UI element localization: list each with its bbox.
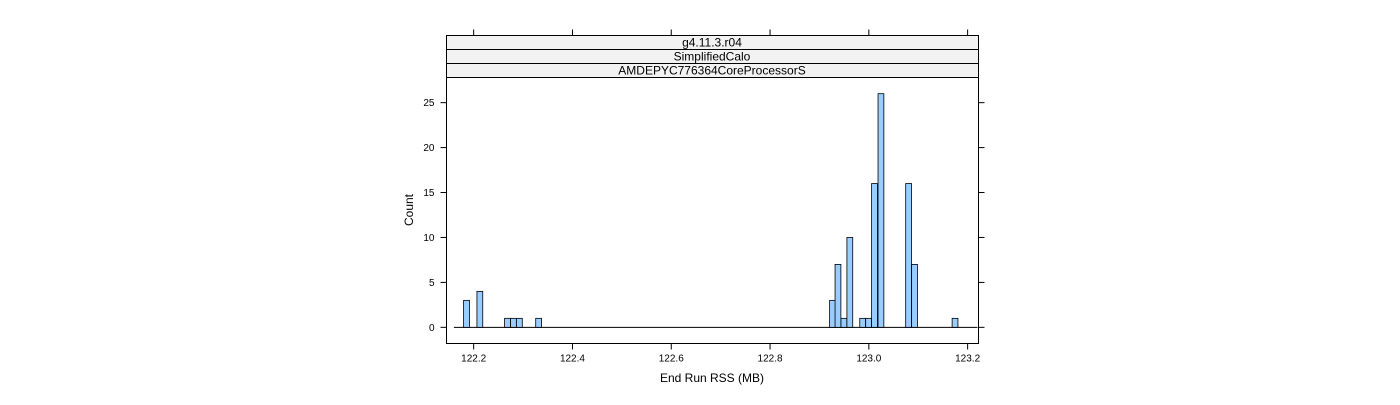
histogram-bar [476,290,484,328]
histogram-bar [834,264,842,328]
histogram-bar [865,317,872,328]
y-tick-label: 0 [429,323,435,334]
histogram-bar [951,317,959,328]
histogram-bar [846,237,854,328]
histogram-bar [829,299,836,328]
strip-1-label: g4.11.3.r04 [682,36,742,50]
y-tick-label: 10 [423,233,435,244]
x-tick-label: 122.6 [659,354,684,365]
y-axis: 0 5 10 15 20 25 [423,98,985,334]
x-tick-label: 122.4 [560,354,585,365]
strip-3-label: AMDEPYC776364CoreProcessorS [618,64,805,78]
histogram-bar [535,317,542,328]
y-axis-title: Count [402,193,416,226]
x-axis: 122.2 122.4 122.6 122.8 123.0 123.2 [461,29,981,365]
histogram-bar [871,183,878,328]
y-tick-label: 25 [423,98,435,109]
histogram-bar [840,317,848,328]
y-tick-label: 15 [423,188,435,199]
histogram-bar [463,299,470,328]
histogram-bar [911,264,918,328]
y-tick-label: 20 [423,143,435,154]
x-tick-label: 122.2 [461,354,486,365]
histogram-bars [463,93,959,328]
histogram-bar [504,317,511,328]
y-tick-label: 5 [429,278,435,289]
x-tick-label: 123.2 [955,354,980,365]
plot-panel [446,77,979,344]
histogram-bar [877,93,885,328]
histogram-bar [516,317,523,328]
histogram-bar [859,317,866,328]
histogram-bar [510,317,517,328]
x-tick-label: 122.8 [758,354,783,365]
strip-headers: g4.11.3.r04 SimplifiedCalo AMDEPYC776364… [446,35,979,78]
histogram-bar [905,183,912,328]
x-tick-label: 123.0 [856,354,881,365]
strip-2-label: SimplifiedCalo [674,50,751,64]
x-axis-title: End Run RSS (MB) [660,371,764,385]
